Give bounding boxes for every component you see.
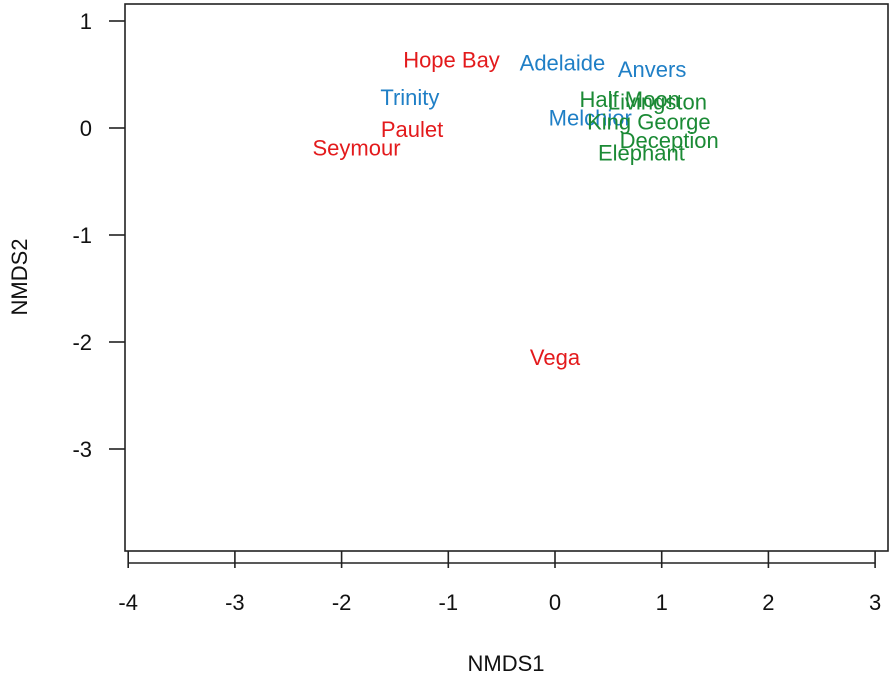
x-tick-label: 2 <box>762 590 774 615</box>
y-axis-title: NMDS2 <box>7 238 32 315</box>
site-label-deception: Deception <box>620 128 719 153</box>
x-tick-label: -4 <box>118 590 138 615</box>
site-label-paulet: Paulet <box>381 117 443 142</box>
y-tick-label: 0 <box>80 116 92 141</box>
plot-area-frame <box>124 3 889 552</box>
x-tick-label: 1 <box>656 590 668 615</box>
site-label-trinity: Trinity <box>380 85 439 110</box>
site-label-anvers: Anvers <box>618 57 686 82</box>
x-axis-title: NMDS1 <box>467 651 544 676</box>
site-label-adelaide: Adelaide <box>520 51 606 76</box>
site-label-king-george: King George <box>587 110 711 135</box>
y-tick-label: 1 <box>80 9 92 34</box>
x-tick-label: 3 <box>869 590 881 615</box>
site-label-elephant: Elephant <box>598 141 685 166</box>
y-tick-label: -2 <box>72 330 92 355</box>
y-tick-label: -1 <box>72 223 92 248</box>
y-axis: 1 0 -1 -2 -3 <box>72 9 125 462</box>
x-tick-label: -2 <box>332 590 352 615</box>
site-labels: Hope Bay Adelaide Anvers Trinity PauletSeymo… <box>313 48 719 370</box>
y-tick-label: -3 <box>72 437 92 462</box>
site-label-livingston: Livingston <box>608 89 707 114</box>
x-tick-label: 0 <box>549 590 561 615</box>
site-label-half-moon: Half Moon <box>580 87 680 112</box>
x-axis: -4 -3 -2 -1 0 1 2 3 <box>118 551 881 615</box>
x-tick-label: -1 <box>439 590 459 615</box>
x-tick-label: -3 <box>225 590 245 615</box>
site-label-vega: Vega <box>530 345 581 370</box>
site-label-seymour: Seymour <box>313 135 401 160</box>
site-label-hope-bay: Hope Bay <box>403 48 500 73</box>
site-label-melchior: Melchior <box>549 105 632 130</box>
